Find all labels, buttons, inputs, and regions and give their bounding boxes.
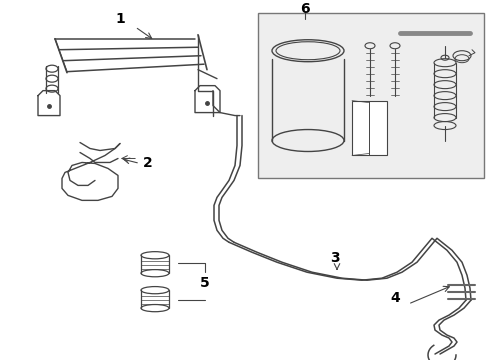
Text: 3: 3 <box>329 251 339 265</box>
Text: 1: 1 <box>115 12 124 26</box>
Text: 2: 2 <box>143 157 153 170</box>
Bar <box>258 13 483 179</box>
Text: 6: 6 <box>300 2 309 16</box>
Bar <box>351 100 386 156</box>
Text: 4: 4 <box>389 291 399 305</box>
Text: 5: 5 <box>200 276 209 290</box>
